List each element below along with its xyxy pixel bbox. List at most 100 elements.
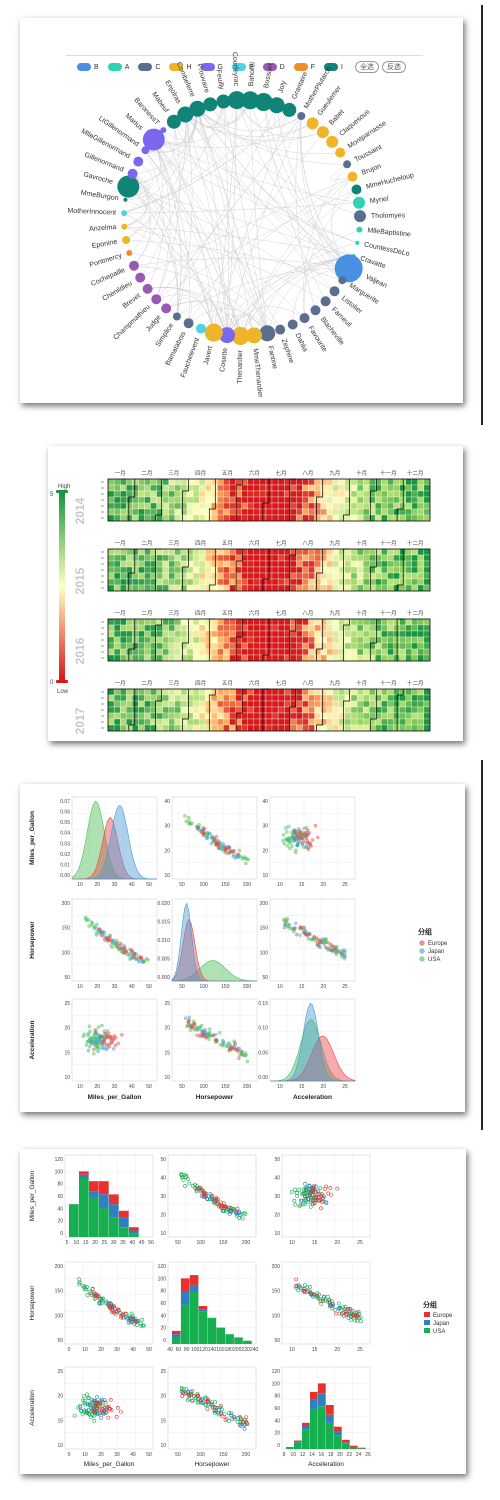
- day-cell: [113, 700, 121, 708]
- day-cell: [350, 694, 358, 702]
- x-tick-label: 20: [335, 1347, 341, 1353]
- legend-item-G[interactable]: G: [200, 63, 223, 71]
- day-cell: [156, 560, 163, 568]
- x-tick-label: 20: [92, 1240, 98, 1246]
- month-border: [235, 619, 243, 661]
- day-cell: [344, 496, 352, 504]
- day-cell: [375, 718, 382, 726]
- day-cell: [247, 624, 254, 632]
- scatter-point: [110, 1310, 114, 1315]
- scatter-point: [346, 1307, 351, 1312]
- day-cell: [338, 566, 346, 574]
- day-cell: [284, 624, 291, 632]
- day-cell: [253, 484, 261, 492]
- day-cell: [338, 688, 346, 696]
- day-cell: [284, 700, 291, 708]
- day-cell: [168, 688, 176, 696]
- day-cell: [132, 508, 139, 516]
- day-cell: [393, 718, 400, 726]
- hist-bar-europe: [172, 1330, 181, 1335]
- legend-item-A[interactable]: A: [107, 63, 129, 71]
- day-cell: [132, 706, 139, 714]
- day-cell: [381, 724, 388, 732]
- day-cell: [284, 508, 291, 516]
- node-champmathieu: [151, 294, 162, 305]
- scatter-point: [326, 940, 331, 945]
- hist-bar-japan: [99, 1194, 109, 1208]
- scatter-point: [305, 1185, 310, 1190]
- day-cell: [375, 490, 382, 498]
- day-cell: [229, 724, 236, 732]
- day-cell: [338, 724, 346, 732]
- legend-item-I[interactable]: I: [323, 63, 343, 71]
- day-cell: [302, 584, 309, 592]
- legend-item-D[interactable]: D: [262, 63, 285, 71]
- day-cell: [405, 490, 412, 498]
- legend-item-B[interactable]: B: [77, 63, 99, 71]
- day-cell: [290, 712, 297, 720]
- x-axis-label: Miles_per_Gallon: [88, 1094, 142, 1101]
- edge: [197, 108, 228, 336]
- day-cell: [217, 490, 224, 498]
- day-cell: [296, 694, 303, 702]
- select-all-button[interactable]: 全选: [354, 61, 379, 73]
- day-cell: [162, 478, 169, 486]
- y-tick-label: 120: [55, 1157, 64, 1163]
- scatter-point: [347, 1306, 352, 1311]
- legend-item-F[interactable]: F: [293, 63, 315, 71]
- day-cell: [223, 484, 230, 492]
- hist-bar-japan: [180, 1291, 190, 1305]
- day-cell: [399, 688, 406, 696]
- day-cell: [326, 630, 333, 638]
- node-label: Joly: [277, 79, 287, 93]
- day-cell: [344, 636, 352, 644]
- day-cell: [132, 502, 139, 510]
- day-cell: [174, 566, 182, 574]
- day-cell: [162, 554, 169, 562]
- day-cell: [198, 688, 206, 696]
- scatter-point: [222, 1205, 227, 1210]
- scatter-point: [81, 1398, 85, 1403]
- day-cell: [180, 630, 188, 638]
- scatter-point: [337, 1305, 342, 1310]
- month-label: 六月: [249, 469, 260, 477]
- day-cell: [326, 554, 333, 562]
- day-cell: [314, 560, 321, 568]
- day-cell: [229, 694, 236, 702]
- day-cell: [338, 642, 346, 650]
- day-cell: [113, 712, 121, 720]
- x-tick-label: 20: [337, 1452, 343, 1458]
- legend-item-C[interactable]: C: [138, 63, 160, 71]
- edge: [213, 255, 354, 333]
- day-cell: [290, 490, 297, 498]
- month-label: 四月: [195, 610, 206, 617]
- day-cell: [296, 618, 303, 626]
- day-cell: [302, 566, 309, 574]
- day-cell: [381, 478, 388, 486]
- day-cell: [259, 548, 267, 556]
- legend-label: F: [310, 63, 315, 71]
- scatter-point: [232, 1045, 236, 1049]
- month-border: [128, 549, 136, 591]
- legend-item-E[interactable]: E: [231, 63, 254, 71]
- scatter-point: [218, 1042, 223, 1047]
- x-tick-label: 50: [179, 984, 185, 990]
- day-cell: [423, 508, 431, 516]
- month-label: 三月: [168, 610, 179, 617]
- day-cell: [132, 572, 139, 580]
- day-cell: [314, 648, 321, 656]
- color-scale-bar: [59, 493, 65, 680]
- day-cell: [235, 636, 242, 644]
- day-cell: [253, 630, 261, 638]
- day-cell: [120, 654, 127, 662]
- day-cell: [126, 560, 133, 568]
- day-cell: [326, 566, 333, 574]
- edge: [300, 115, 349, 269]
- invert-selection-button[interactable]: 反选: [381, 61, 406, 73]
- legend-item-H[interactable]: H: [169, 63, 192, 71]
- y-tick-label: 20: [164, 1026, 170, 1032]
- day-cell: [290, 502, 297, 510]
- day-cell: [308, 490, 315, 498]
- day-cell: [126, 712, 133, 720]
- month-border: [208, 618, 216, 661]
